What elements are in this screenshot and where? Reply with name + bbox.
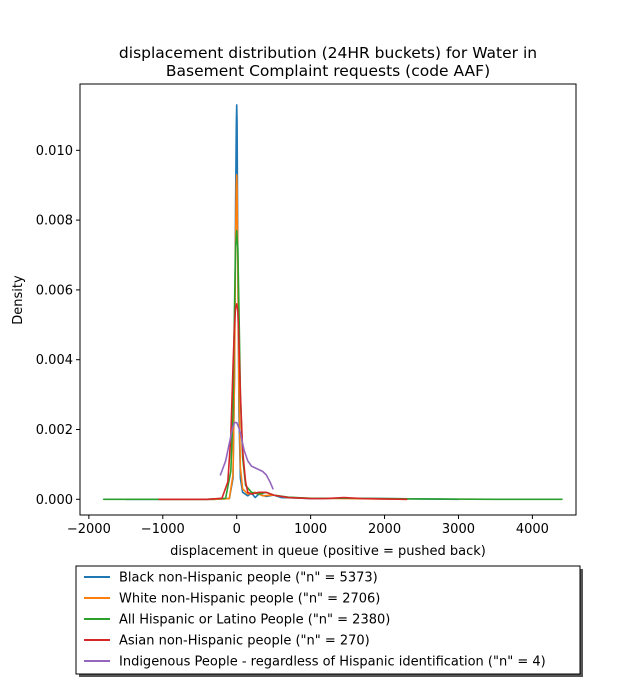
plot-frame [79, 83, 577, 516]
x-axis-label: displacement in queue (positive = pushed… [170, 544, 486, 559]
y-tick-label: 0.008 [36, 214, 73, 229]
legend-label-4: Indigenous People - regardless of Hispan… [119, 655, 546, 670]
legend-entries: Black non-Hispanic people ("n" = 5373) Wh… [84, 571, 546, 670]
y-tick-label: 0.010 [36, 144, 73, 159]
series-line-4 [219, 421, 274, 490]
legend-label-3: Asian non-Hispanic people ("n" = 270) [119, 634, 370, 649]
series-layer [102, 104, 563, 501]
x-tick-label: 1000 [294, 522, 327, 537]
y-tick-label: 0.004 [36, 353, 73, 368]
legend: Black non-Hispanic people ("n" = 5373) Wh… [75, 565, 583, 677]
x-tick-label: 2000 [368, 522, 401, 537]
x-tick-label: 4000 [516, 522, 549, 537]
x-tick-label: −2000 [67, 522, 111, 537]
legend-label-1: White non-Hispanic people ("n" = 2706) [119, 592, 380, 607]
x-axis-ticks: −2000 −1000 0 1000 2000 3000 4000 [67, 515, 549, 537]
x-tick-label: 0 [233, 522, 241, 537]
y-tick-label: 0.000 [36, 493, 73, 508]
legend-label-0: Black non-Hispanic people ("n" = 5373) [119, 571, 378, 586]
plot-area [79, 83, 577, 516]
chart-title-line-1: displacement distribution (24HR buckets)… [119, 44, 537, 62]
legend-label-2: All Hispanic or Latino People ("n" = 238… [119, 613, 390, 628]
y-axis-ticks: 0.000 0.002 0.004 0.006 0.008 0.010 [36, 144, 80, 508]
y-axis-label: Density [11, 275, 26, 325]
legend-box [75, 565, 581, 675]
y-tick-label: 0.002 [36, 423, 73, 438]
x-tick-label: 3000 [442, 522, 475, 537]
y-tick-label: 0.006 [36, 283, 73, 298]
x-tick-label: −1000 [141, 522, 185, 537]
chart-title-line-2: Basement Complaint requests (code AAF) [166, 62, 490, 80]
